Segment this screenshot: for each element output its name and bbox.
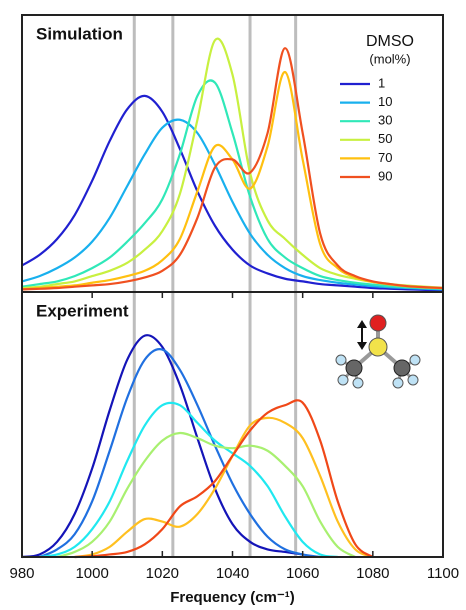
spectrum-line <box>21 79 444 290</box>
x-tick-label: 980 <box>9 565 34 582</box>
legend-label: 90 <box>378 168 392 183</box>
legend-subtitle: (mol%) <box>369 51 410 66</box>
legend-title: DMSO <box>366 33 414 50</box>
x-axis-label: Frequency (cm⁻¹) <box>170 589 295 606</box>
spectrum-line <box>74 399 374 559</box>
spectrum-line <box>74 416 374 559</box>
x-tick-label: 1040 <box>216 565 249 582</box>
spectrum-line <box>39 401 338 559</box>
legend-label: 10 <box>378 94 392 109</box>
spectrum-line <box>39 348 321 559</box>
spectrum-line <box>21 334 303 559</box>
dmso-molecule-icon <box>335 314 421 389</box>
legend-label: 50 <box>378 131 392 146</box>
frame <box>21 14 444 558</box>
legend-label: 1 <box>378 75 385 90</box>
legend-box <box>318 25 436 195</box>
spectrum-line <box>21 94 444 292</box>
panel-title: Simulation <box>36 24 123 43</box>
x-tick-label: 1100 <box>427 565 459 582</box>
legend-label: 30 <box>378 113 392 128</box>
x-tick-label: 1000 <box>75 565 108 582</box>
spectrum-line <box>56 431 356 559</box>
legend-label: 70 <box>378 150 392 165</box>
spectrum-line <box>21 47 444 291</box>
x-tick-label: 1060 <box>286 565 319 582</box>
x-tick-label: 1080 <box>356 565 389 582</box>
spectrum-line <box>21 118 444 291</box>
x-tick-label: 1020 <box>146 565 179 582</box>
panel-title: Experiment <box>36 301 129 320</box>
